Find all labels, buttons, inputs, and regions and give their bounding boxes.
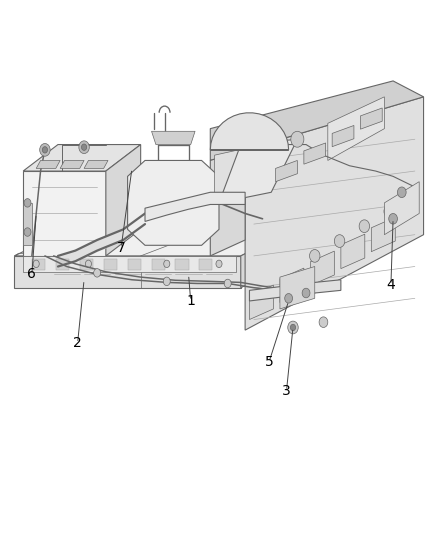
Polygon shape <box>280 266 315 309</box>
Circle shape <box>42 147 47 153</box>
Polygon shape <box>152 259 165 270</box>
Polygon shape <box>280 268 304 303</box>
Circle shape <box>94 269 101 277</box>
Polygon shape <box>84 160 108 168</box>
Circle shape <box>291 131 304 147</box>
Circle shape <box>310 249 320 262</box>
Circle shape <box>85 260 92 268</box>
Polygon shape <box>241 214 328 288</box>
Polygon shape <box>36 160 60 168</box>
Polygon shape <box>328 97 385 160</box>
Polygon shape <box>23 256 237 272</box>
Polygon shape <box>245 97 424 330</box>
Polygon shape <box>56 259 69 270</box>
Polygon shape <box>210 81 424 160</box>
Text: 2: 2 <box>73 336 82 350</box>
Text: 5: 5 <box>265 355 273 369</box>
Polygon shape <box>250 285 273 319</box>
Circle shape <box>81 144 87 150</box>
Polygon shape <box>106 144 141 256</box>
Circle shape <box>359 220 370 232</box>
Polygon shape <box>23 144 141 171</box>
Polygon shape <box>32 259 45 270</box>
Circle shape <box>389 214 397 224</box>
Polygon shape <box>311 251 334 286</box>
Polygon shape <box>127 259 141 270</box>
Circle shape <box>285 294 293 303</box>
Text: 3: 3 <box>282 384 291 398</box>
Circle shape <box>33 260 39 268</box>
Circle shape <box>163 277 170 286</box>
Polygon shape <box>360 108 382 129</box>
Polygon shape <box>276 160 297 182</box>
Circle shape <box>288 321 298 334</box>
Polygon shape <box>145 192 245 221</box>
Polygon shape <box>250 280 341 301</box>
Polygon shape <box>14 214 328 256</box>
Circle shape <box>334 235 345 247</box>
Text: 4: 4 <box>387 278 395 292</box>
Polygon shape <box>23 171 106 256</box>
Text: 1: 1 <box>186 294 195 308</box>
Polygon shape <box>332 125 354 147</box>
Circle shape <box>216 260 222 268</box>
Circle shape <box>224 279 231 288</box>
Circle shape <box>24 199 31 207</box>
Polygon shape <box>23 203 32 245</box>
Polygon shape <box>371 217 395 252</box>
Polygon shape <box>127 160 219 245</box>
Text: 7: 7 <box>117 241 125 255</box>
Circle shape <box>384 205 394 217</box>
Polygon shape <box>304 143 325 164</box>
Polygon shape <box>199 259 212 270</box>
Circle shape <box>302 288 310 298</box>
Circle shape <box>24 228 31 236</box>
Text: 6: 6 <box>28 268 36 281</box>
Circle shape <box>40 143 50 156</box>
Polygon shape <box>14 256 241 288</box>
Polygon shape <box>152 131 195 144</box>
Polygon shape <box>104 259 117 270</box>
Polygon shape <box>80 259 93 270</box>
Circle shape <box>290 324 296 330</box>
Polygon shape <box>341 234 365 269</box>
Circle shape <box>319 317 328 327</box>
Polygon shape <box>176 259 188 270</box>
Circle shape <box>79 141 89 154</box>
Polygon shape <box>60 160 84 168</box>
Polygon shape <box>385 182 419 235</box>
Circle shape <box>397 187 406 198</box>
Polygon shape <box>219 139 297 203</box>
Polygon shape <box>215 144 262 198</box>
Polygon shape <box>210 113 289 150</box>
Polygon shape <box>210 150 245 256</box>
Circle shape <box>164 260 170 268</box>
